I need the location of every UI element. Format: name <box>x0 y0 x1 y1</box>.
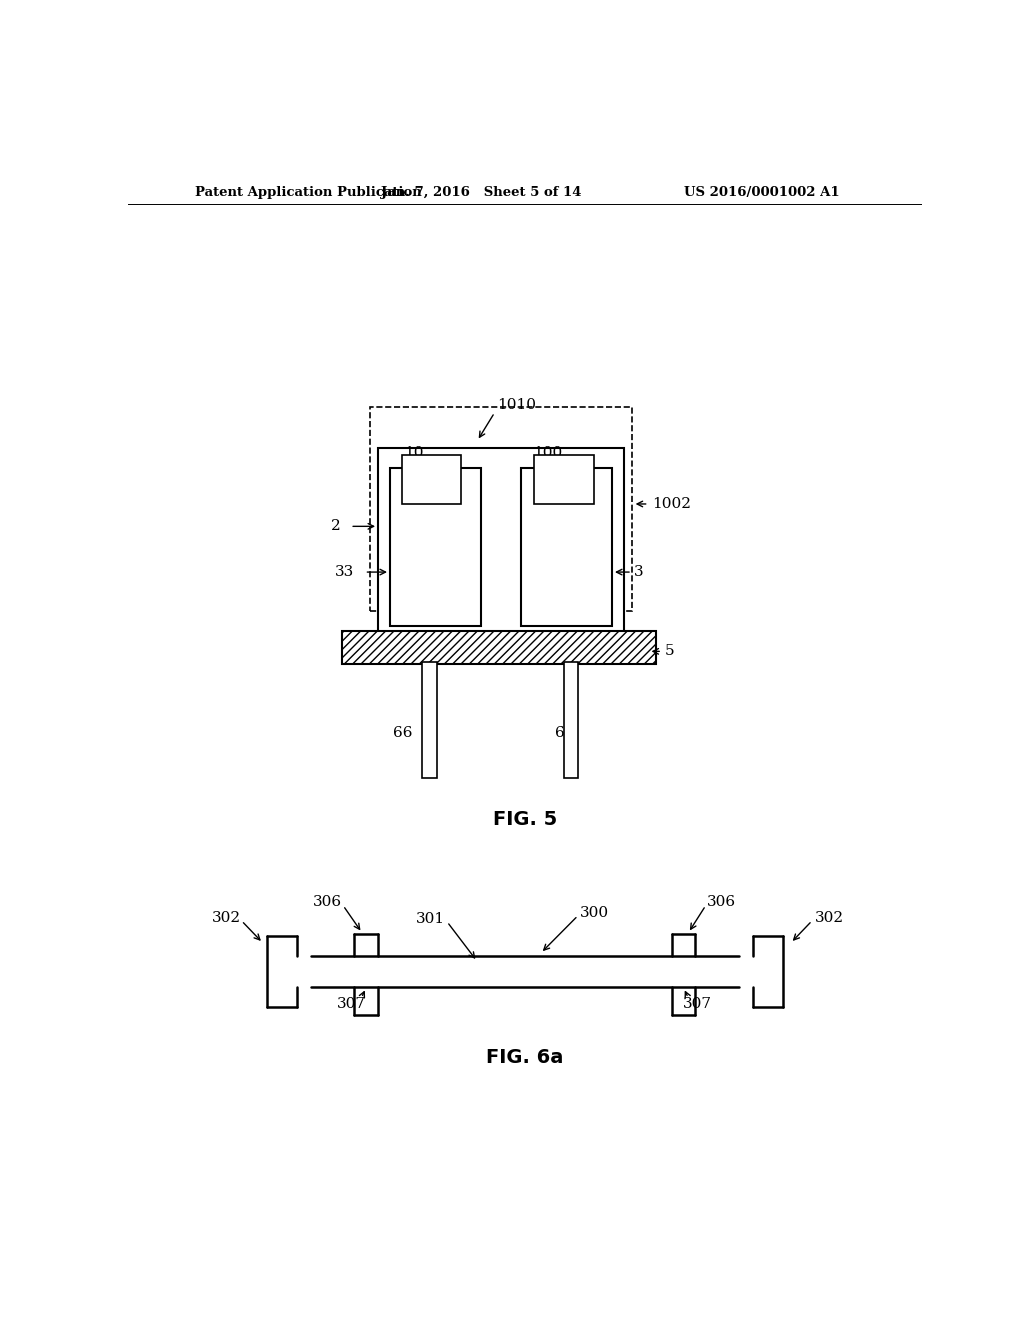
Text: US 2016/0001002 A1: US 2016/0001002 A1 <box>684 186 839 199</box>
Bar <box>401 455 461 504</box>
Text: 301: 301 <box>417 912 445 925</box>
Text: Patent Application Publication: Patent Application Publication <box>196 186 422 199</box>
Text: 302: 302 <box>814 911 844 924</box>
Bar <box>378 447 624 636</box>
Bar <box>521 469 612 626</box>
Text: 307: 307 <box>337 997 367 1011</box>
Text: 2: 2 <box>331 519 341 533</box>
Text: 307: 307 <box>683 997 713 1011</box>
Text: Jan. 7, 2016   Sheet 5 of 14: Jan. 7, 2016 Sheet 5 of 14 <box>381 186 582 199</box>
Text: FIG. 6a: FIG. 6a <box>486 1048 563 1068</box>
Text: 100: 100 <box>532 446 562 461</box>
Bar <box>342 631 655 664</box>
Bar <box>423 661 436 779</box>
Bar <box>535 455 594 504</box>
Text: 3: 3 <box>634 565 644 579</box>
Text: 1002: 1002 <box>652 496 691 511</box>
Text: 1010: 1010 <box>497 399 536 412</box>
Text: 10: 10 <box>403 446 424 461</box>
Text: 6: 6 <box>555 726 564 739</box>
Bar <box>370 408 632 611</box>
Text: 300: 300 <box>581 906 609 920</box>
Text: FIG. 5: FIG. 5 <box>493 809 557 829</box>
Bar <box>563 661 578 779</box>
Text: 302: 302 <box>212 911 242 924</box>
Text: 5: 5 <box>665 644 674 659</box>
Text: 33: 33 <box>335 565 354 579</box>
Text: 306: 306 <box>313 895 342 909</box>
Bar <box>390 469 481 626</box>
Text: 306: 306 <box>708 895 736 909</box>
Text: 66: 66 <box>392 726 412 739</box>
